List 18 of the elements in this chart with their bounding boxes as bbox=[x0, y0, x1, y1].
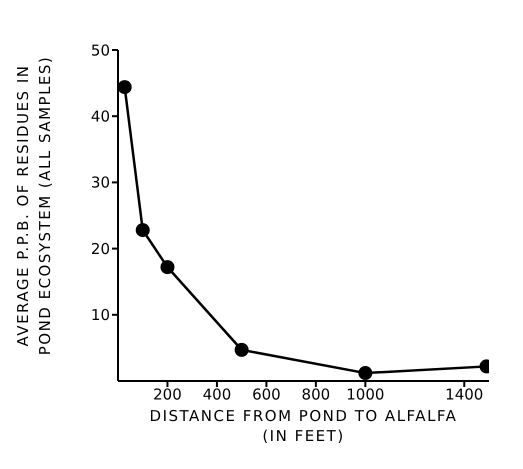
y-tick-label: 40 bbox=[90, 108, 110, 126]
x-tick-label: 600 bbox=[252, 386, 281, 404]
point bbox=[160, 260, 174, 274]
point bbox=[136, 223, 150, 238]
x-axis-title: DISTANCE FROM POND TO ALFALFA (IN FEET) bbox=[150, 407, 458, 445]
point bbox=[234, 342, 249, 357]
y-tick-label: 10 bbox=[90, 306, 110, 324]
point bbox=[358, 366, 372, 380]
y-tick-label: 30 bbox=[90, 174, 110, 192]
point bbox=[118, 80, 132, 94]
x-tick-label: 400 bbox=[202, 386, 232, 404]
x-tick-label: 800 bbox=[302, 386, 330, 404]
x-tick-label: 1000 bbox=[346, 386, 384, 404]
x-tick-label: 200 bbox=[153, 386, 182, 404]
y-axis-title: AVERAGE P.P.B. OF RESIDUES IN POND ECOSYSTEM (ALL SAMPLES) bbox=[14, 56, 54, 356]
y-tick-label: 20 bbox=[90, 240, 110, 258]
x-tick-label: 1400 bbox=[445, 386, 484, 404]
y-tick-label: 50 bbox=[90, 41, 110, 60]
